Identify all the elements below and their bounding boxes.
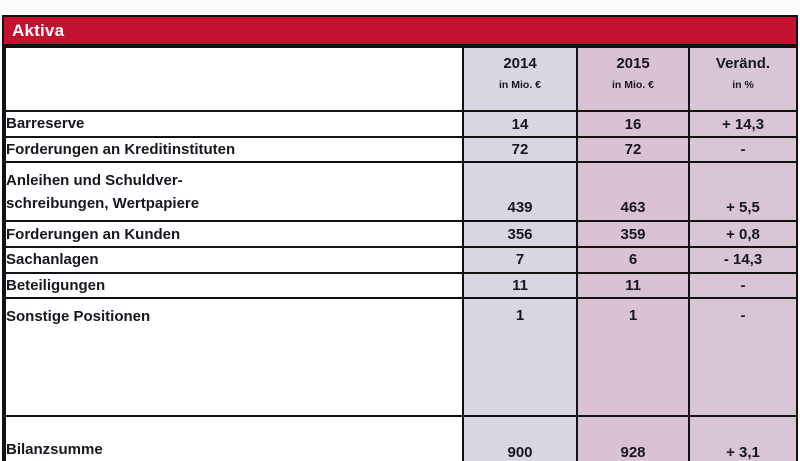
table-row-forderungen-kreditinstitute: Forderungen an Kreditinstituten 72 72 - (4, 135, 798, 164)
value-change: + 5,5 (688, 161, 798, 223)
value-change: - (688, 135, 798, 164)
value-2014: 356 (462, 220, 578, 249)
value-2014: 72 (462, 135, 578, 164)
value-change: - 14,3 (688, 246, 798, 274)
table-row-barreserve: Barreserve 14 16 + 14,3 (4, 110, 798, 138)
value-2014: 439 (462, 161, 578, 223)
value-2015: 359 (576, 220, 690, 249)
value-2014: 1 (462, 296, 578, 417)
col-header-change: Veränd. in % (688, 46, 798, 112)
value-2014: 900 (462, 414, 578, 461)
row-label: Bilanzsumme (4, 414, 464, 461)
table-row-forderungen-kunden: Forderungen an Kunden 356 359 + 0,8 (4, 220, 798, 249)
col-header-change-year: Veränd. (715, 55, 771, 72)
header-row: 2014 in Mio. € 2015 in Mio. € Veränd. (4, 46, 798, 112)
value-change: - (688, 271, 798, 299)
value-change: + 14,3 (688, 110, 798, 138)
page-title: Aktiva (12, 20, 65, 40)
col-header-2015-unit: in Mio. € (612, 79, 654, 91)
value-2014: 7 (462, 246, 578, 274)
row-label: Forderungen an Kreditinstituten (4, 135, 464, 164)
col-header-2014: 2014 in Mio. € (462, 46, 578, 112)
value-2015: 1 (576, 296, 690, 417)
table-row-beteiligungen: Beteiligungen 11 11 - (4, 271, 798, 299)
col-header-2015-year: 2015 (616, 55, 650, 72)
row-label: Forderungen an Kunden (4, 220, 464, 249)
value-2015: 6 (576, 246, 690, 274)
col-header-2015: 2015 in Mio. € (576, 46, 690, 112)
value-2015: 11 (576, 271, 690, 299)
row-label: Barreserve (4, 110, 464, 138)
row-label: Beteiligungen (4, 271, 464, 299)
value-2015: 463 (576, 161, 690, 223)
row-label: Anleihen und Schuldver- schreibungen, We… (4, 161, 464, 223)
value-2015: 16 (576, 110, 690, 138)
value-change: + 0,8 (688, 220, 798, 249)
col-header-2014-unit: in Mio. € (499, 79, 541, 91)
row-label: Sachanlagen (4, 246, 464, 274)
header-empty-cell (4, 46, 464, 112)
table-row-sachanlagen: Sachanlagen 7 6 - 14,3 (4, 246, 798, 274)
table-row-sonstige-positionen: Sonstige Positionen 1 1 - (4, 296, 798, 417)
balance-sheet-table: 2014 in Mio. € 2015 in Mio. € Veränd. (4, 46, 798, 461)
aktiva-table: Aktiva 2014 in Mio. € 201 (2, 15, 798, 461)
value-change: + 3,1 (688, 414, 798, 461)
row-label: Sonstige Positionen (4, 296, 464, 417)
value-2014: 14 (462, 110, 578, 138)
value-2015: 72 (576, 135, 690, 164)
value-2015: 928 (576, 414, 690, 461)
table-row-anleihen-wertpapiere: Anleihen und Schuldver- schreibungen, We… (4, 161, 798, 223)
title-bar: Aktiva (4, 17, 796, 46)
value-change: - (688, 296, 798, 417)
col-header-2014-year: 2014 (503, 55, 537, 72)
table-row-bilanzsumme: Bilanzsumme 900 928 + 3,1 (4, 414, 798, 461)
col-header-change-unit: in % (732, 79, 754, 91)
value-2014: 11 (462, 271, 578, 299)
